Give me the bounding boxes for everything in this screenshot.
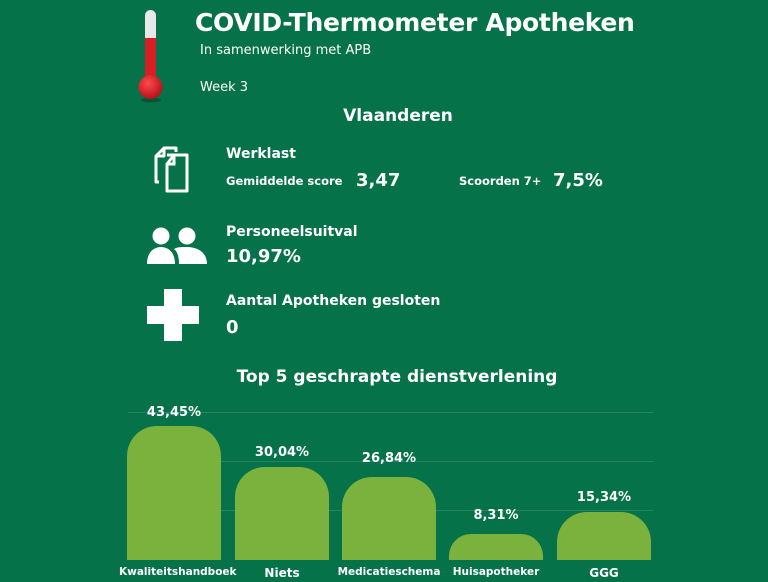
category-label: Medicatieschema	[337, 566, 441, 578]
personeel-value: 10,97%	[226, 246, 301, 267]
subtitle: In samenwerking met APB	[200, 43, 372, 58]
bar-value: 30,04%	[254, 445, 310, 460]
bar-value: 43,45%	[146, 405, 202, 420]
bar-value: 8,31%	[473, 508, 519, 523]
people-icon	[147, 227, 207, 264]
cross-icon	[147, 289, 199, 341]
score-7plus-value: 7,5%	[553, 170, 603, 191]
thermometer-icon	[138, 10, 163, 103]
category-label: Niets	[264, 566, 300, 580]
bar-huisapotheker	[449, 534, 543, 560]
gridline	[128, 412, 653, 413]
week-label: Week 3	[200, 80, 249, 95]
avg-score-value: 3,47	[356, 170, 401, 191]
bar-kwaliteitshandboek	[127, 426, 221, 560]
bar-ggg	[557, 512, 651, 560]
gesloten-label: Aantal Apotheken gesloten	[226, 293, 441, 309]
gesloten-value: 0	[226, 317, 239, 338]
category-label: Kwaliteitshandboek	[119, 566, 237, 578]
category-label: GGG	[589, 566, 619, 580]
bar-value: 26,84%	[361, 451, 417, 466]
category-label: Huisapotheker	[452, 566, 540, 578]
chart-title: Top 5 geschrapte dienstverlening	[236, 367, 558, 387]
region-heading: Vlaanderen	[343, 106, 453, 126]
page-title: COVID-Thermometer Apotheken	[195, 8, 635, 37]
avg-score-label: Gemiddelde score	[226, 174, 343, 188]
gridline	[128, 461, 653, 462]
personeel-label: Personeelsuitval	[226, 224, 358, 240]
bar-medicatieschema	[342, 477, 436, 560]
score-7plus-label: Scoorden 7+	[459, 174, 542, 188]
bar-niets	[235, 467, 329, 560]
bar-value: 15,34%	[576, 490, 632, 505]
werklast-label: Werklast	[226, 146, 296, 162]
documents-icon	[154, 146, 189, 193]
